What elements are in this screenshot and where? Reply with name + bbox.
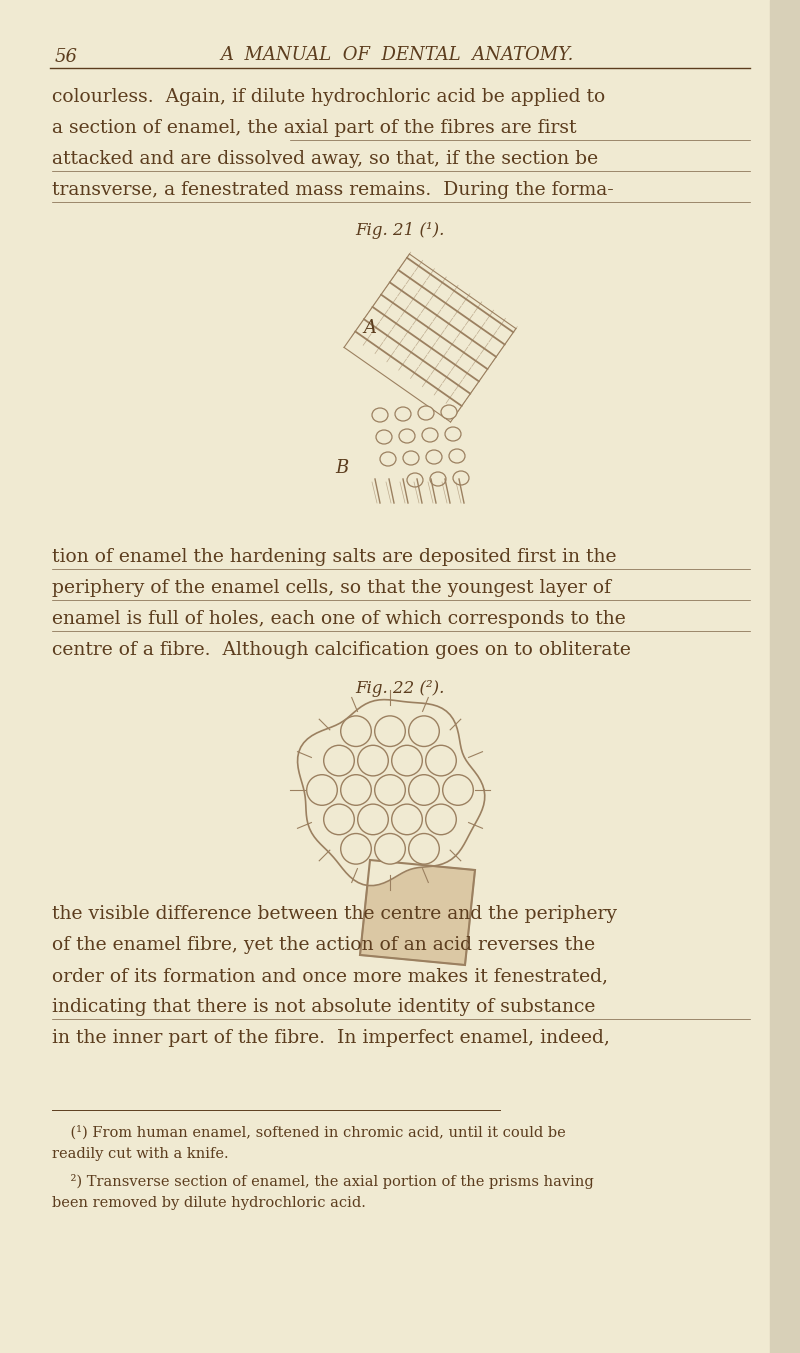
Ellipse shape (374, 775, 406, 805)
Ellipse shape (403, 451, 419, 465)
Ellipse shape (358, 746, 388, 775)
Ellipse shape (392, 746, 422, 775)
Ellipse shape (426, 451, 442, 464)
Ellipse shape (306, 775, 338, 805)
Ellipse shape (418, 406, 434, 419)
Ellipse shape (449, 449, 465, 463)
Polygon shape (298, 700, 485, 886)
Text: of the enamel fibre, yet the action of an acid reverses the: of the enamel fibre, yet the action of a… (52, 936, 595, 954)
Ellipse shape (399, 429, 415, 442)
Ellipse shape (409, 775, 439, 805)
Ellipse shape (376, 430, 392, 444)
Ellipse shape (453, 471, 469, 484)
Ellipse shape (430, 472, 446, 486)
Text: A: A (363, 319, 377, 337)
Text: readily cut with a knife.: readily cut with a knife. (52, 1147, 229, 1161)
Text: been removed by dilute hydrochloric acid.: been removed by dilute hydrochloric acid… (52, 1196, 366, 1210)
Ellipse shape (445, 428, 461, 441)
Ellipse shape (442, 775, 474, 805)
Ellipse shape (341, 775, 371, 805)
Text: centre of a fibre.  Although calcification goes on to obliterate: centre of a fibre. Although calcificatio… (52, 641, 631, 659)
Ellipse shape (441, 405, 457, 419)
Text: transverse, a fenestrated mass remains.  During the forma-: transverse, a fenestrated mass remains. … (52, 181, 614, 199)
Text: indicating that there is not absolute identity of substance: indicating that there is not absolute id… (52, 999, 595, 1016)
Ellipse shape (380, 452, 396, 465)
Text: B: B (335, 459, 349, 478)
Ellipse shape (324, 746, 354, 775)
Ellipse shape (341, 833, 371, 865)
Text: (¹) From human enamel, softened in chromic acid, until it could be: (¹) From human enamel, softened in chrom… (52, 1124, 566, 1139)
Ellipse shape (426, 746, 456, 775)
Text: Fig. 21 (¹).: Fig. 21 (¹). (355, 222, 445, 239)
Text: A  MANUAL  OF  DENTAL  ANATOMY.: A MANUAL OF DENTAL ANATOMY. (220, 46, 574, 64)
Ellipse shape (422, 428, 438, 442)
Ellipse shape (372, 409, 388, 422)
Text: order of its formation and once more makes it fenestrated,: order of its formation and once more mak… (52, 967, 608, 985)
Ellipse shape (374, 833, 406, 865)
Text: colourless.  Again, if dilute hydrochloric acid be applied to: colourless. Again, if dilute hydrochlori… (52, 88, 606, 106)
Text: enamel is full of holes, each one of which corresponds to the: enamel is full of holes, each one of whi… (52, 610, 626, 628)
Text: attacked and are dissolved away, so that, if the section be: attacked and are dissolved away, so that… (52, 150, 598, 168)
Ellipse shape (392, 804, 422, 835)
Text: 56: 56 (55, 47, 78, 66)
Text: Fig. 22 (²).: Fig. 22 (²). (355, 681, 445, 697)
Text: periphery of the enamel cells, so that the youngest layer of: periphery of the enamel cells, so that t… (52, 579, 611, 597)
Polygon shape (360, 861, 475, 965)
Ellipse shape (324, 804, 354, 835)
Text: the visible difference between the centre and the periphery: the visible difference between the centr… (52, 905, 617, 923)
Text: in the inner part of the fibre.  In imperfect enamel, indeed,: in the inner part of the fibre. In imper… (52, 1030, 610, 1047)
Ellipse shape (341, 716, 371, 747)
Ellipse shape (395, 407, 411, 421)
Text: ²) Transverse section of enamel, the axial portion of the prisms having: ²) Transverse section of enamel, the axi… (52, 1174, 594, 1189)
Bar (770, 0, 800, 1353)
Ellipse shape (409, 716, 439, 747)
Ellipse shape (374, 716, 406, 747)
Ellipse shape (409, 833, 439, 865)
Ellipse shape (358, 804, 388, 835)
Text: tion of enamel the hardening salts are deposited first in the: tion of enamel the hardening salts are d… (52, 548, 617, 566)
Text: a section of enamel, the axial part of the fibres are first: a section of enamel, the axial part of t… (52, 119, 577, 137)
Ellipse shape (426, 804, 456, 835)
Ellipse shape (407, 474, 423, 487)
